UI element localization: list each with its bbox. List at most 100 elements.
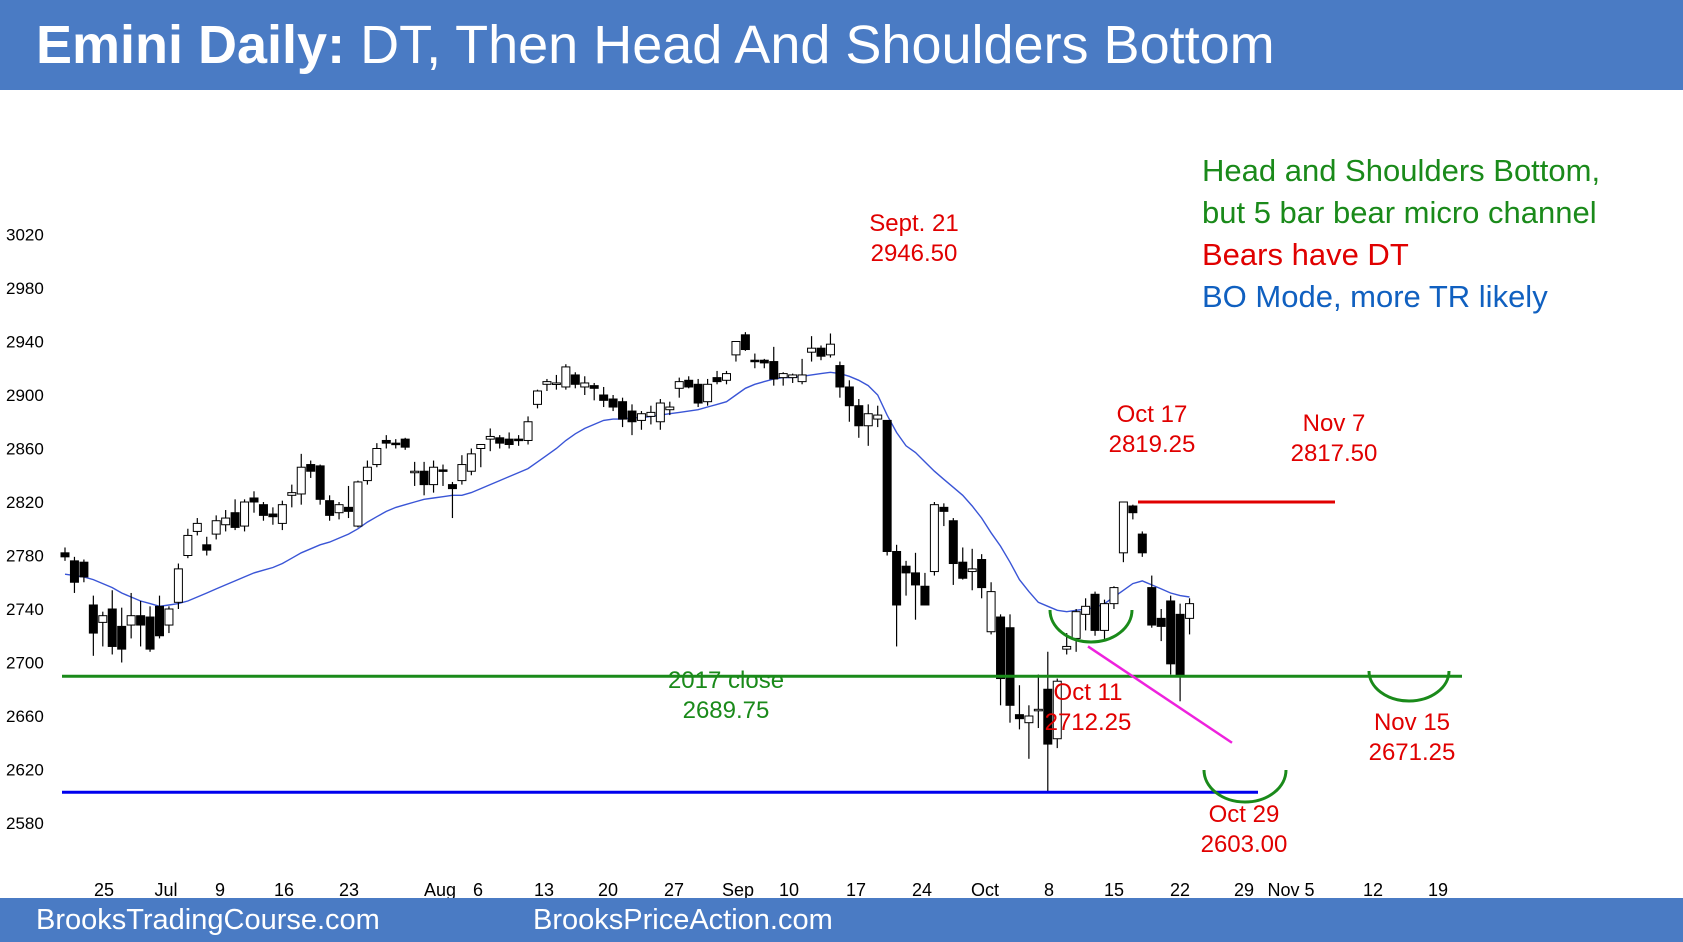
- bear-candle: [618, 401, 628, 420]
- x-tick-label: Sep: [722, 880, 754, 898]
- bear-candle: [249, 497, 259, 503]
- ema-line: [64, 371, 1190, 613]
- bull-candle: [863, 413, 873, 427]
- x-tick-label: 25: [94, 880, 114, 898]
- y-tick-label: 2700: [6, 654, 44, 673]
- bear-candle: [117, 625, 127, 650]
- annotation-value: 2819.25: [1109, 431, 1196, 458]
- bull-candle: [334, 504, 344, 514]
- bull-candle: [1185, 603, 1195, 619]
- bull-candle: [722, 373, 731, 381]
- head-arc: [1202, 769, 1288, 804]
- bull-candle: [561, 366, 571, 388]
- bear-candle: [1156, 617, 1166, 627]
- x-tick-label: 8: [1044, 880, 1054, 898]
- annotation-label: Sept. 21: [869, 210, 958, 237]
- bear-candle: [570, 374, 580, 385]
- chart-title: Emini Daily: DT, Then Head And Shoulders…: [36, 10, 1275, 80]
- bull-candle: [1052, 680, 1062, 740]
- bull-candle: [967, 568, 977, 573]
- bear-candle: [1147, 587, 1157, 626]
- bull-candle: [533, 390, 542, 405]
- bear-candle: [854, 405, 864, 427]
- bull-candle: [240, 501, 250, 527]
- footer-right-link[interactable]: BrooksPriceAction.com: [533, 904, 833, 936]
- x-tick-label: 15: [1104, 880, 1124, 898]
- bear-candle: [759, 359, 769, 364]
- y-tick-label: 2940: [6, 333, 44, 352]
- x-tick-label: 9: [215, 880, 225, 898]
- bull-candle: [580, 382, 590, 388]
- bull-candle: [1100, 603, 1109, 631]
- bear-candle: [315, 465, 325, 500]
- bear-candle: [816, 347, 826, 357]
- bear-candle: [844, 386, 854, 407]
- bull-candle: [410, 470, 420, 474]
- y-tick-label: 2820: [6, 493, 44, 512]
- bull-candle: [929, 504, 939, 573]
- bear-candle: [88, 604, 98, 634]
- support-value: 2689.75: [683, 697, 770, 724]
- bull-candle: [211, 520, 221, 535]
- annotation-value: 2712.25: [1045, 709, 1132, 736]
- bull-candle: [703, 383, 713, 403]
- bull-candle: [164, 608, 174, 626]
- bear-candle: [230, 512, 240, 528]
- bear-candle: [1175, 613, 1185, 676]
- y-tick-label: 2900: [6, 386, 44, 405]
- bull-candle: [551, 382, 561, 385]
- bull-candle: [665, 406, 675, 411]
- x-tick-label: 17: [846, 880, 866, 898]
- bull-candle: [778, 373, 788, 379]
- footer-left-link[interactable]: BrooksTradingCourse.com: [36, 904, 380, 936]
- x-tick-label: Aug: [424, 880, 456, 898]
- bear-candle: [939, 506, 949, 512]
- bull-candle: [485, 435, 495, 440]
- bull-candle: [296, 466, 306, 495]
- annotation-value: 2946.50: [871, 240, 958, 267]
- y-tick-label: 2780: [6, 547, 44, 566]
- bull-candle: [1033, 708, 1043, 712]
- footer-banner: BrooksTradingCourse.com BrooksPriceActio…: [0, 898, 1683, 942]
- x-tick-label: 13: [534, 880, 554, 898]
- bull-candle: [372, 448, 382, 466]
- bear-candle: [268, 513, 278, 518]
- y-tick-label: 3020: [6, 226, 44, 245]
- bull-candle: [98, 615, 108, 623]
- bull-candle: [277, 504, 287, 524]
- bear-candle: [447, 484, 457, 490]
- bull-candle: [807, 347, 817, 353]
- bear-candle: [79, 561, 89, 578]
- bull-candle: [523, 421, 533, 441]
- bear-candle: [1014, 714, 1024, 720]
- x-tick-label: 24: [912, 880, 932, 898]
- x-tick-label: 16: [274, 880, 294, 898]
- bear-candle: [504, 438, 514, 445]
- bear-candle: [69, 560, 79, 583]
- bull-candle: [173, 568, 183, 603]
- y-tick-label: 2740: [6, 600, 44, 619]
- bear-candle: [958, 561, 968, 579]
- bull-candle: [731, 341, 741, 356]
- x-tick-label: 19: [1428, 880, 1448, 898]
- title-rest: DT, Then Head And Shoulders Bottom: [345, 15, 1275, 75]
- bear-candle: [911, 572, 920, 586]
- bear-candle: [589, 385, 599, 389]
- bull-candle: [287, 492, 297, 496]
- annotation-label: Nov 7: [1303, 410, 1366, 437]
- bear-candle: [1005, 627, 1015, 706]
- bear-candle: [381, 439, 391, 444]
- bear-candle: [258, 504, 268, 516]
- bear-candle: [136, 615, 146, 626]
- bull-candle: [788, 374, 798, 379]
- bear-candle: [155, 605, 164, 637]
- bull-candle: [636, 413, 646, 421]
- y-tick-label: 2860: [6, 440, 44, 459]
- candlestick-chart: 2580 2620 2660 2700 2740 2780 2820 2860 2900 2940…: [6, 153, 1600, 898]
- bear-candle: [325, 500, 335, 516]
- right-shoulder-arc: [1367, 670, 1451, 703]
- title-bold: Emini Daily:: [36, 15, 346, 75]
- bear-candle: [145, 616, 155, 650]
- annotation-label: Nov 15: [1374, 709, 1450, 736]
- bull-candle: [1024, 715, 1034, 724]
